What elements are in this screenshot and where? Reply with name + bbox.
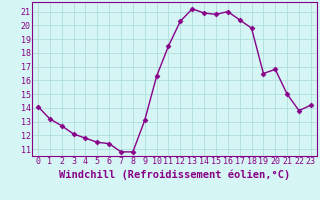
- X-axis label: Windchill (Refroidissement éolien,°C): Windchill (Refroidissement éolien,°C): [59, 169, 290, 180]
